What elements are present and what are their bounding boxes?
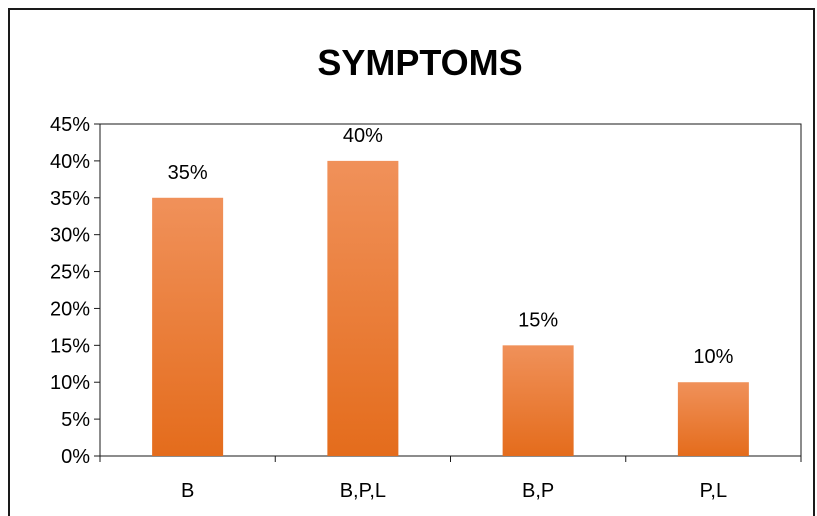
data-label: 40% [343, 125, 383, 147]
bar [677, 382, 749, 456]
x-tick-label: P,L [700, 480, 727, 502]
y-tick-label: 25% [50, 262, 90, 284]
y-tick-label: 45% [50, 114, 90, 136]
y-tick-label: 40% [50, 151, 90, 173]
data-label: 35% [168, 162, 208, 184]
chart-title: SYMPTOMS [317, 42, 522, 83]
bar [327, 160, 399, 456]
bar [152, 197, 224, 456]
y-tick-label: 20% [50, 298, 90, 320]
y-tick-label: 0% [61, 446, 90, 468]
x-tick-label: B [181, 480, 194, 502]
data-label: 10% [693, 346, 733, 368]
chart-frame [8, 8, 815, 516]
data-label: 15% [518, 309, 558, 331]
bar [502, 345, 574, 456]
y-tick-label: 15% [50, 335, 90, 357]
x-tick-label: B,P,L [340, 480, 386, 502]
y-tick-label: 30% [50, 225, 90, 247]
y-tick-label: 5% [61, 409, 90, 431]
x-tick-label: B,P [522, 480, 554, 502]
y-tick-label: 10% [50, 372, 90, 394]
y-tick-label: 35% [50, 188, 90, 210]
